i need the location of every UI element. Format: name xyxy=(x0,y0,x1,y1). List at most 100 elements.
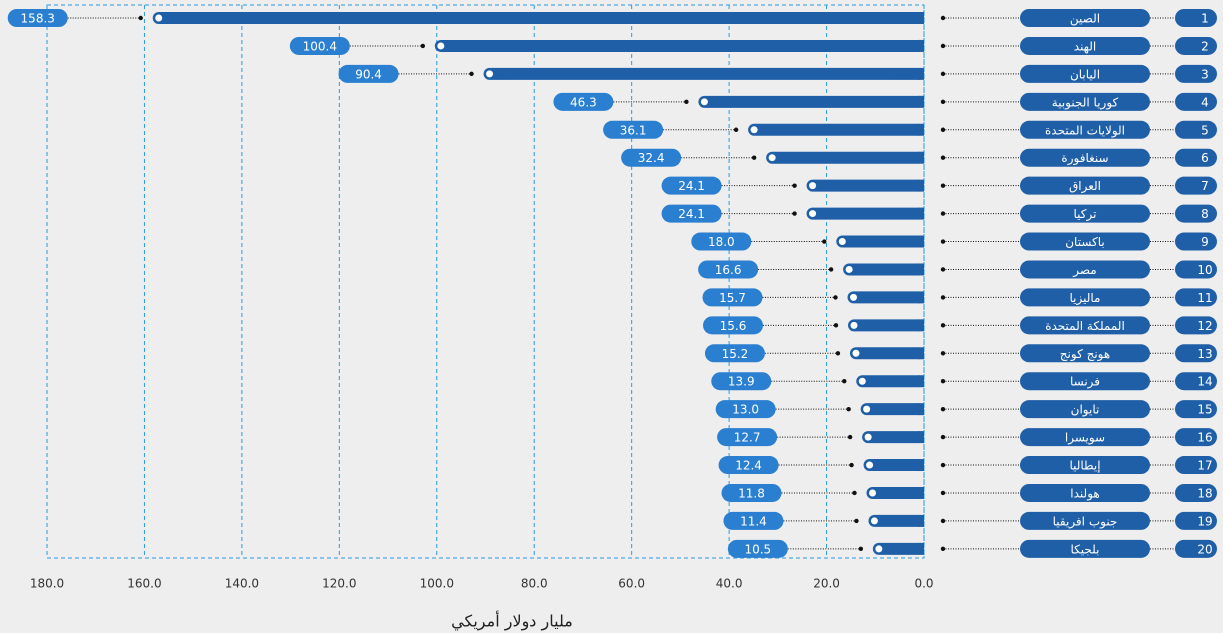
value-pill xyxy=(717,428,778,447)
bar-end-dot xyxy=(838,238,846,246)
bar-base xyxy=(918,375,924,388)
category-pill xyxy=(1020,260,1150,279)
bar-base xyxy=(918,207,924,220)
category-pill xyxy=(1020,232,1150,251)
rank-label: 8 xyxy=(1201,207,1209,221)
bar-base xyxy=(918,403,924,416)
bar-end-dot xyxy=(852,349,860,357)
bar-base xyxy=(918,67,924,80)
bar xyxy=(849,347,924,360)
bar-end-dot xyxy=(858,377,866,385)
category-label: هولندا xyxy=(1070,486,1099,501)
value-pill xyxy=(661,204,722,223)
bar-base xyxy=(918,319,924,332)
bar xyxy=(843,263,924,276)
plot-frame xyxy=(46,4,925,559)
rank-pill xyxy=(1175,483,1217,502)
category-pill xyxy=(1020,372,1150,391)
bar xyxy=(152,12,924,24)
x-tick-label: 100.0 xyxy=(420,577,454,591)
rank-label: 2 xyxy=(1201,39,1209,53)
value-label: 32.4 xyxy=(638,151,665,165)
value-pill xyxy=(621,148,682,167)
bar-end-dot xyxy=(486,70,494,78)
value-label: 24.1 xyxy=(678,179,705,193)
bar-base xyxy=(918,542,924,555)
rank-label: 19 xyxy=(1197,514,1212,528)
x-tick-label: 0.0 xyxy=(914,577,933,591)
rank-label: 5 xyxy=(1201,123,1209,137)
bar xyxy=(856,375,924,388)
rank-label: 4 xyxy=(1201,95,1209,109)
value-pill xyxy=(721,483,782,502)
rank-pill xyxy=(1175,232,1217,251)
bar-end-dot xyxy=(870,517,878,525)
rank-pill xyxy=(1175,148,1217,167)
value-pill xyxy=(7,9,68,27)
category-label: المملكة المتحدة xyxy=(1045,319,1125,333)
value-pill xyxy=(702,288,763,307)
bar xyxy=(866,486,924,499)
bar xyxy=(847,319,924,332)
value-pill xyxy=(698,260,759,279)
value-label: 90.4 xyxy=(355,67,382,81)
rank-pill xyxy=(1175,92,1217,111)
rank-label: 12 xyxy=(1197,319,1212,333)
x-tick-label: 60.0 xyxy=(618,577,645,591)
bar xyxy=(806,207,924,220)
rank-pill xyxy=(1175,428,1217,447)
value-label: 11.4 xyxy=(740,514,767,528)
value-label: 18.0 xyxy=(708,235,735,249)
category-pill xyxy=(1020,176,1150,195)
category-pill xyxy=(1020,344,1150,363)
category-label: الولايات المتحدة xyxy=(1045,123,1125,138)
bar-end-dot xyxy=(809,210,817,218)
bar xyxy=(434,39,924,52)
rank-label: 18 xyxy=(1197,486,1212,500)
bar-base xyxy=(918,151,924,164)
category-label: هونج كونج xyxy=(1060,347,1110,362)
x-tick-label: 20.0 xyxy=(813,577,840,591)
bar xyxy=(748,123,924,136)
x-tick-label: 120.0 xyxy=(322,577,356,591)
rank-pill xyxy=(1175,316,1217,335)
bar-end-dot xyxy=(700,98,708,106)
rank-pill xyxy=(1175,539,1217,558)
category-label: مصر xyxy=(1072,263,1096,278)
category-pill xyxy=(1020,148,1150,167)
value-label: 12.4 xyxy=(735,459,762,473)
rank-label: 7 xyxy=(1201,179,1209,193)
rank-pill xyxy=(1175,120,1217,139)
bar xyxy=(872,542,924,555)
bar-end-dot xyxy=(869,489,877,497)
rank-label: 1 xyxy=(1201,12,1209,26)
bar-end-dot xyxy=(850,321,858,329)
bar-end-dot xyxy=(437,42,445,50)
value-pill xyxy=(338,64,399,83)
rank-pill xyxy=(1175,372,1217,391)
bar xyxy=(806,179,924,192)
value-pill xyxy=(661,176,722,195)
category-label: فرنسا xyxy=(1070,375,1100,390)
value-label: 10.5 xyxy=(744,542,771,556)
value-pill xyxy=(553,92,614,111)
category-pill xyxy=(1020,36,1150,55)
rank-pill xyxy=(1175,176,1217,195)
rank-pill xyxy=(1175,456,1217,475)
rank-label: 13 xyxy=(1197,347,1212,361)
rank-label: 3 xyxy=(1201,67,1209,81)
category-label: العراق xyxy=(1069,179,1101,194)
rank-label: 20 xyxy=(1197,542,1212,556)
rank-pill xyxy=(1175,344,1217,363)
bar-base xyxy=(918,12,924,24)
rank-label: 17 xyxy=(1197,459,1212,473)
bar-base xyxy=(918,486,924,499)
bar xyxy=(847,291,924,304)
value-pill xyxy=(702,316,763,335)
bar-base xyxy=(918,514,924,527)
bar-end-dot xyxy=(850,293,858,301)
value-pill xyxy=(289,36,350,55)
category-label: الصين xyxy=(1070,12,1100,27)
category-pill xyxy=(1020,511,1150,530)
value-label: 36.1 xyxy=(620,123,647,137)
